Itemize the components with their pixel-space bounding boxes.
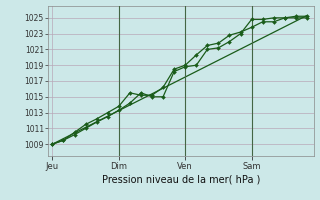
X-axis label: Pression niveau de la mer( hPa ): Pression niveau de la mer( hPa ) [102, 175, 260, 185]
